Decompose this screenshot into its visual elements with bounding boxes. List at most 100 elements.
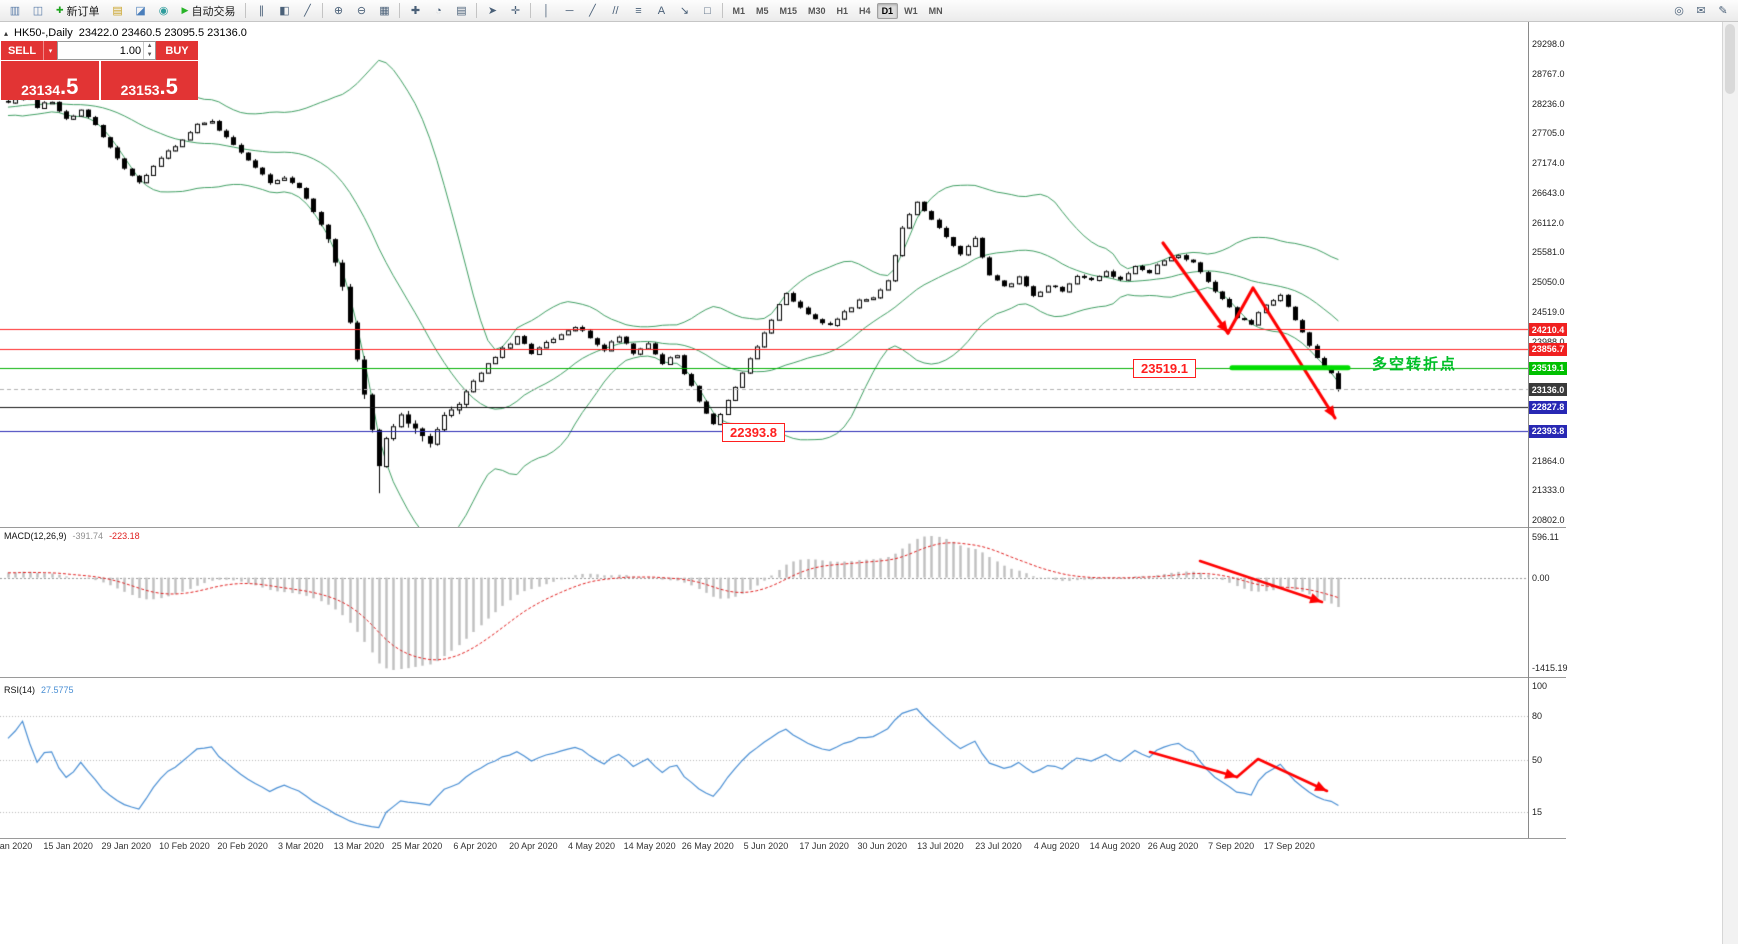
new-chart-icon[interactable]: ▥ bbox=[9, 5, 21, 17]
volume-box: ▲ ▼ bbox=[57, 41, 156, 60]
rsi-indicator-label: RSI(14) bbox=[4, 685, 36, 695]
toolbar: ▥ ◫ ✚ 新订单 ▤ ◪ ◉ ▶ 自动交易 ∥ ◧ ╱ ⊕ ⊖ ▦ ✚ ◔ ▤ ➤ ✛ │ ─ ╱ // ≡ A ↘ □ M1 M5 M1… bbox=[0, 0, 1738, 22]
arrows-tool-icon[interactable]: ↘ bbox=[679, 5, 690, 17]
macd-panel-divider[interactable] bbox=[0, 527, 1566, 528]
price-axis-label-27705.0: 27705.0 bbox=[1532, 128, 1565, 139]
toolbar-right-group: ◎ ✉ ✎ bbox=[1668, 1, 1734, 21]
toolbar-separator bbox=[322, 3, 324, 18]
time-axis-label: 10 Feb 2020 bbox=[159, 841, 210, 851]
macd-signal-value: -223.18 bbox=[109, 531, 140, 541]
cursor-icon[interactable]: ➤ bbox=[487, 5, 498, 17]
bar-chart-icon[interactable]: ∥ bbox=[258, 5, 265, 17]
new-order-button-label: 新订单 bbox=[66, 5, 100, 18]
turning-point-note[interactable]: 多空转折点 bbox=[1372, 356, 1458, 373]
macd-label-row: MACD(12,26,9) -391.74 -223.18 bbox=[4, 531, 140, 541]
time-axis-label: 17 Sep 2020 bbox=[1263, 841, 1315, 851]
rsi-label-row: RSI(14) 27.5775 bbox=[4, 685, 74, 695]
price-axis-label-29298.0: 29298.0 bbox=[1532, 39, 1565, 49]
zoom-in-icon[interactable]: ⊕ bbox=[333, 5, 344, 17]
price-tag-23136.0: 23136.0 bbox=[1529, 383, 1567, 397]
volume-increase-button[interactable]: ▲ bbox=[146, 43, 153, 50]
candlestick-chart-icon[interactable]: ◧ bbox=[279, 5, 290, 17]
channel-icon[interactable]: // bbox=[612, 4, 619, 17]
rsi-axis-label-80: 80 bbox=[1532, 710, 1543, 721]
volume-input[interactable] bbox=[58, 42, 144, 59]
timeframe-button-m5[interactable]: M5 bbox=[755, 5, 769, 16]
timeframe-button-m15[interactable]: M15 bbox=[779, 5, 798, 16]
buy-price-button[interactable]: 23153.5 bbox=[100, 61, 198, 100]
timeframe-button-h4[interactable]: H4 bbox=[859, 5, 871, 16]
auto-trading-button-icon: ▶ bbox=[181, 5, 189, 15]
time-axis-label: 26 May 2020 bbox=[681, 841, 734, 851]
timeframe-button-mn[interactable]: MN bbox=[928, 5, 943, 16]
scrollbar-thumb[interactable] bbox=[1725, 24, 1735, 94]
trendline-icon[interactable]: ╱ bbox=[589, 5, 596, 17]
horizontal-line-icon[interactable]: ─ bbox=[565, 4, 574, 17]
price-axis-label-24519.0: 24519.0 bbox=[1532, 306, 1565, 317]
price-axis-label-26112.0: 26112.0 bbox=[1532, 217, 1564, 228]
buy-button-header[interactable]: BUY bbox=[156, 41, 198, 60]
navigator-icon[interactable]: ◉ bbox=[158, 5, 169, 17]
crosshair-icon[interactable]: ✛ bbox=[510, 5, 521, 17]
zoom-out-icon[interactable]: ⊖ bbox=[356, 5, 367, 17]
macd-panel-canvas[interactable] bbox=[0, 528, 1528, 678]
shapes-icon[interactable]: □ bbox=[704, 4, 711, 17]
search-icon[interactable]: ◎ bbox=[1674, 5, 1684, 17]
periods-icon[interactable]: ◔ bbox=[435, 4, 442, 17]
macd-axis-zero: 0.00 bbox=[1532, 572, 1550, 583]
time-axis-label: 6 Apr 2020 bbox=[453, 841, 497, 851]
templates-icon[interactable]: ▤ bbox=[456, 5, 467, 17]
auto-trading-button-label: 自动交易 bbox=[191, 5, 236, 18]
price-axis-label-25581.0: 25581.0 bbox=[1532, 247, 1565, 258]
vertical-scrollbar[interactable] bbox=[1722, 22, 1738, 944]
fibonacci-icon[interactable]: ≡ bbox=[635, 4, 642, 17]
order-type-dropdown[interactable]: ▾ bbox=[43, 41, 57, 60]
time-axis-label: 14 May 2020 bbox=[623, 841, 676, 851]
chart-title-row: ▴ HK50-,Daily 23422.0 23460.5 23095.5 23… bbox=[4, 27, 247, 39]
price-tag-24210.4: 24210.4 bbox=[1529, 323, 1567, 337]
sell-button-header[interactable]: SELL bbox=[1, 41, 43, 60]
line-chart-icon[interactable]: ╱ bbox=[304, 5, 311, 17]
time-axis-label: 17 Jun 2020 bbox=[799, 841, 849, 851]
edit-icon[interactable]: ✎ bbox=[1718, 5, 1728, 17]
rsi-axis-label-15: 15 bbox=[1532, 806, 1543, 817]
price-tag-23856.7: 23856.7 bbox=[1529, 342, 1567, 356]
price-axis-label-27174.0: 27174.0 bbox=[1532, 158, 1565, 168]
volume-decrease-button[interactable]: ▼ bbox=[146, 51, 153, 58]
price-big-digits: .5 bbox=[60, 74, 79, 100]
macd-axis-max: 596.11 bbox=[1532, 532, 1559, 542]
vertical-line-icon[interactable]: │ bbox=[543, 4, 550, 17]
time-axis-label: 26 Aug 2020 bbox=[1147, 841, 1199, 851]
timeframe-button-w1[interactable]: W1 bbox=[904, 5, 918, 16]
timeframe-button-m1[interactable]: M1 bbox=[732, 5, 745, 16]
toolbar-separator bbox=[399, 3, 401, 18]
rsi-panel-canvas[interactable] bbox=[0, 682, 1528, 838]
chat-icon[interactable]: ✉ bbox=[1696, 5, 1706, 17]
auto-trading-button[interactable]: ▶ 自动交易 bbox=[176, 2, 242, 20]
text-label-icon[interactable]: A bbox=[657, 4, 666, 17]
time-axis-label: 7 Sep 2020 bbox=[1208, 841, 1255, 851]
macd-indicator-label: MACD(12,26,9) bbox=[4, 531, 67, 541]
time-axis-label: 14 Aug 2020 bbox=[1089, 841, 1141, 851]
timeframe-button-d1[interactable]: D1 bbox=[876, 2, 899, 19]
price-axis-label-28767.0: 28767.0 bbox=[1532, 68, 1565, 79]
new-order-button[interactable]: ✚ 新订单 bbox=[50, 2, 106, 20]
indicators-icon[interactable]: ✚ bbox=[410, 5, 421, 17]
timeframe-button-h1[interactable]: H1 bbox=[836, 5, 849, 16]
market-watch-icon[interactable]: ▤ bbox=[112, 5, 123, 17]
rsi-panel-divider[interactable] bbox=[0, 677, 1566, 678]
collapse-arrow-icon[interactable]: ▴ bbox=[4, 28, 9, 38]
sell-price-button[interactable]: 23134.5 bbox=[1, 61, 99, 100]
data-window-icon[interactable]: ◪ bbox=[135, 5, 146, 17]
price-level-annotation-22393[interactable]: 22393.8 bbox=[722, 423, 785, 442]
price-tag-22393.8: 22393.8 bbox=[1529, 424, 1567, 438]
chart-profiles-icon[interactable]: ◫ bbox=[32, 5, 44, 17]
price-level-annotation-23519[interactable]: 23519.1 bbox=[1133, 359, 1196, 378]
time-axis-label: 29 Jan 2020 bbox=[101, 841, 152, 851]
price-tag-23519.1: 23519.1 bbox=[1529, 361, 1567, 375]
tile-windows-icon[interactable]: ▦ bbox=[379, 5, 390, 17]
timeframe-button-m30[interactable]: M30 bbox=[808, 5, 826, 16]
price-chart-canvas[interactable] bbox=[0, 22, 1528, 527]
toolbar-separator bbox=[530, 3, 532, 18]
price-main-digits: 23153 bbox=[120, 82, 160, 98]
